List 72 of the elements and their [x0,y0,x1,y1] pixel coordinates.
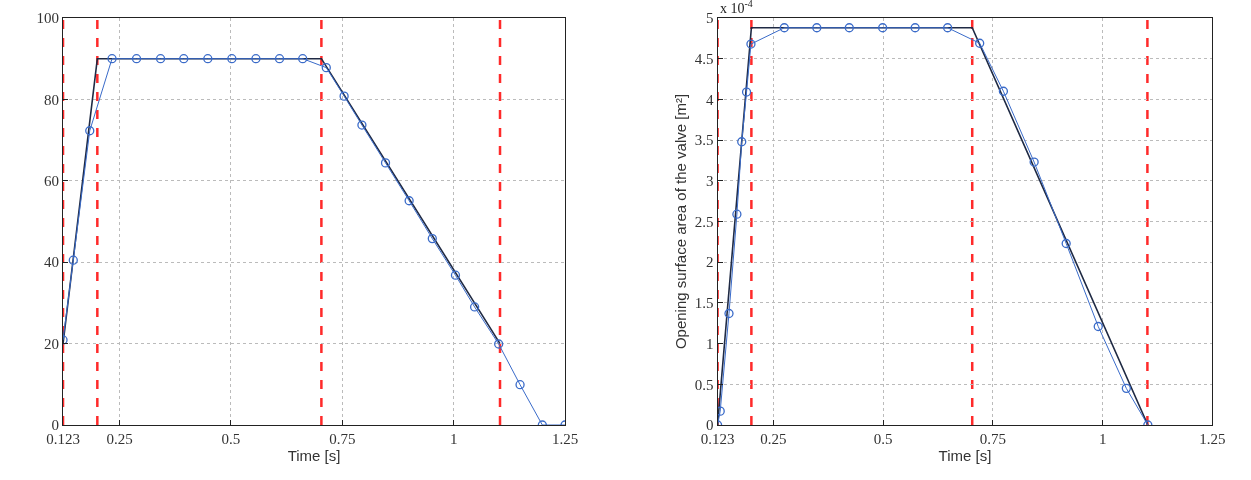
point [131,54,142,64]
x-tick-label: 0.25 [760,431,787,448]
point [942,23,953,33]
point [1121,383,1131,394]
y-tick-label: 4.5 [694,50,714,67]
point [404,196,414,206]
y-tick-label: 100 [36,10,59,27]
x-tick-label: 1 [1098,431,1107,448]
point [878,23,888,33]
x-tick-label: 0.123 [700,431,735,448]
point [450,270,461,280]
x-axis-title: Time [s] [938,447,992,465]
y-tick-label: 0.5 [694,376,714,393]
point [321,63,331,73]
point [427,233,437,244]
y-tick-label: 60 [43,173,59,190]
point [155,54,166,64]
point [724,308,734,319]
x-tick-label: 0.75 [329,431,356,448]
x-tick-label: 1.25 [1199,431,1226,448]
y-tick-label: 5 [705,10,714,27]
x-tick-label: 0.75 [979,431,1006,448]
point [717,406,725,416]
text: x 10$^{-4}$ [720,0,753,16]
y-tick-label: 2.5 [694,213,714,230]
point [179,54,189,64]
y-tick-label: 2 [705,254,714,271]
point [998,86,1009,96]
point [737,137,747,147]
point [1061,238,1071,249]
y-tick-label: 20 [43,335,59,352]
y-tick-label: 40 [43,254,59,271]
x-tick-label: 1.25 [551,431,579,448]
x-tick-label: 0.5 [221,431,241,448]
y-tick-label: 80 [43,91,59,108]
point [380,158,391,168]
y-tick-label: 4 [705,91,714,108]
point [1093,321,1103,332]
point [469,302,480,312]
point [68,255,78,265]
y-tick-label: 3.5 [694,132,714,149]
x-tick-label: 1 [449,431,458,448]
point [274,54,285,64]
y-tick-label: 0 [705,417,714,434]
y-axis-title: Opening surface area of the valve [m²] [671,93,689,350]
point [746,39,756,49]
x-tick-label: 0.25 [106,431,133,448]
point [227,54,237,64]
point [515,380,525,390]
y-tick-label: 1.5 [694,295,714,312]
x-axis-title: Time [s] [287,447,341,465]
y-tick-label: 3 [705,173,714,190]
point [298,54,308,64]
point [107,54,117,64]
point [975,38,985,48]
point [251,54,261,64]
point [732,209,742,219]
point [357,120,367,130]
point [203,54,213,64]
x-tick-label: 0.123 [46,431,80,448]
point [741,87,752,97]
y-tick-label: 1 [705,335,714,352]
point [85,126,95,136]
point [812,23,822,33]
point [339,91,349,101]
point [779,23,789,33]
y-tick-label: 0 [51,417,59,434]
x-tick-label: 0.5 [873,431,893,448]
point [910,23,920,33]
point [844,23,854,33]
point [1029,157,1039,167]
point [494,339,504,349]
